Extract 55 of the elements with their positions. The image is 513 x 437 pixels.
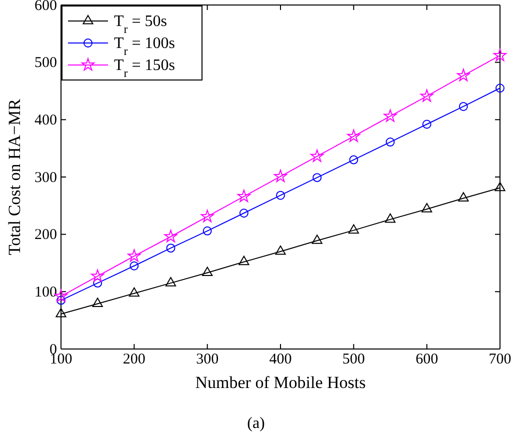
point bbox=[458, 192, 469, 202]
point bbox=[165, 277, 176, 286]
point bbox=[496, 84, 504, 93]
x-tick-label: 700 bbox=[488, 352, 512, 368]
point bbox=[164, 230, 178, 242]
point bbox=[422, 203, 432, 212]
legend-label: T$_{r}$ = 50s bbox=[114, 13, 168, 36]
point bbox=[386, 138, 395, 147]
legend-label: T$_{r}$ = 150s bbox=[114, 57, 176, 80]
point bbox=[202, 226, 212, 236]
point bbox=[238, 256, 250, 266]
y-tick-label: 200 bbox=[34, 227, 57, 244]
point bbox=[56, 308, 66, 318]
legend-label: T$_{r}$ = 100s bbox=[114, 35, 176, 58]
point bbox=[312, 173, 322, 182]
x-tick-label: 300 bbox=[196, 352, 219, 368]
point bbox=[239, 208, 248, 218]
point bbox=[310, 150, 324, 162]
point bbox=[312, 234, 322, 244]
y-tick-label: 100 bbox=[34, 284, 57, 300]
y-tick-label: 400 bbox=[34, 112, 57, 128]
point bbox=[458, 102, 468, 111]
point bbox=[348, 224, 359, 234]
point bbox=[128, 287, 140, 297]
point bbox=[276, 190, 285, 200]
y-tick-label: 500 bbox=[34, 55, 57, 72]
point bbox=[93, 278, 102, 288]
point bbox=[128, 249, 141, 262]
x-tick-label: 600 bbox=[416, 352, 438, 368]
x-tick-label: 200 bbox=[122, 352, 146, 368]
point bbox=[202, 266, 213, 276]
x-axis-title: Number of Mobile Hosts bbox=[195, 373, 366, 392]
point bbox=[275, 245, 286, 255]
point bbox=[200, 210, 214, 222]
point bbox=[347, 129, 360, 142]
point bbox=[384, 109, 397, 122]
point bbox=[384, 213, 396, 223]
x-tick-label: 500 bbox=[342, 352, 365, 368]
point bbox=[166, 244, 176, 253]
x-tick-label: 400 bbox=[269, 352, 292, 368]
point bbox=[493, 48, 507, 62]
y-axis-title: Total Cost on HA−MR bbox=[5, 98, 24, 256]
point bbox=[274, 170, 288, 182]
point bbox=[422, 120, 432, 129]
point bbox=[237, 190, 250, 202]
point bbox=[92, 298, 103, 307]
point bbox=[494, 182, 506, 192]
y-tick-label: 600 bbox=[34, 0, 57, 14]
point bbox=[456, 68, 470, 82]
y-tick-label: 300 bbox=[34, 170, 57, 186]
point bbox=[130, 261, 139, 270]
point bbox=[91, 269, 104, 282]
point bbox=[420, 89, 434, 102]
point bbox=[349, 155, 358, 164]
text: (a) bbox=[247, 415, 265, 432]
